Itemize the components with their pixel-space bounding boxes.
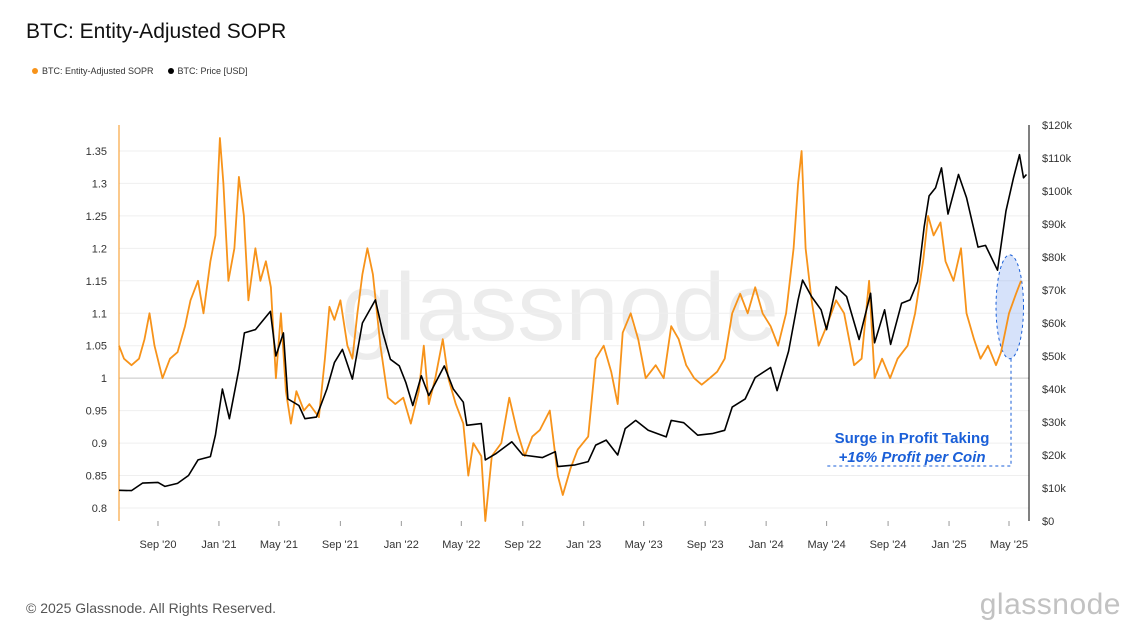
y-left-tick-label: 1.05	[86, 341, 107, 353]
chart-title: BTC: Entity-Adjusted SOPR	[26, 20, 287, 43]
x-tick-label: May '23	[625, 539, 663, 551]
x-tick-label: Sep '20	[139, 539, 176, 551]
legend-item-sopr[interactable]: BTC: Entity-Adjusted SOPR	[32, 66, 154, 76]
y-right-tick-label: $50k	[1042, 351, 1066, 363]
x-tick-label: Jan '21	[201, 539, 236, 551]
x-tick-label: Sep '24	[870, 539, 907, 551]
price-series-line	[118, 153, 1028, 492]
y-right-tick-label: $20k	[1042, 450, 1066, 462]
y-left-tick-label: 1.15	[86, 276, 107, 288]
y-right-tick-label: $110k	[1042, 153, 1072, 165]
x-tick-label: Sep '22	[504, 539, 541, 551]
annotation-title: Surge in Profit Taking	[835, 430, 990, 447]
y-left-tick-label: 1.2	[92, 243, 107, 255]
x-tick-label: May '21	[260, 539, 298, 551]
y-left-tick-label: 1.35	[86, 146, 107, 158]
x-tick-label: Sep '21	[322, 539, 359, 551]
y-right-tick-label: $120k	[1042, 120, 1072, 132]
y-left-tick-label: 1.3	[92, 178, 107, 190]
y-right-tick-label: $30k	[1042, 417, 1066, 429]
watermark-text: glassnode	[341, 254, 779, 361]
x-tick-label: Jan '25	[931, 539, 966, 551]
legend-swatch-price	[167, 68, 174, 74]
highlight-ellipse	[995, 254, 1025, 360]
x-tick-label: Jan '24	[749, 539, 784, 551]
y-left-tick-label: 0.85	[86, 471, 107, 483]
annotation-connector	[826, 358, 1012, 467]
y-right-tick-label: $90k	[1042, 219, 1066, 231]
legend-item-price[interactable]: BTC: Price [USD]	[167, 66, 248, 76]
y-right-tick-label: $40k	[1042, 384, 1066, 396]
y-right-tick-label: $0	[1042, 516, 1054, 528]
copyright-text: © 2025 Glassnode. All Rights Reserved.	[26, 600, 277, 616]
y-right-tick-label: $100k	[1042, 186, 1072, 198]
legend-swatch-sopr	[32, 68, 38, 74]
y-right-tick-label: $80k	[1042, 252, 1066, 264]
y-left-tick-label: 0.8	[92, 503, 107, 515]
x-tick-label: Jan '22	[384, 539, 419, 551]
x-tick-label: Sep '23	[687, 539, 724, 551]
glassnode-logo: glassnode	[979, 588, 1121, 621]
y-left-tick-label: 0.9	[92, 438, 107, 450]
y-right-tick-label: $70k	[1042, 285, 1066, 297]
annotation-subtitle: +16% Profit per Coin	[838, 449, 985, 466]
x-tick-label: May '24	[808, 539, 846, 551]
x-tick-label: May '22	[442, 539, 480, 551]
legend-label-price: BTC: Price [USD]	[177, 66, 248, 76]
x-tick-label: Jan '23	[566, 539, 601, 551]
y-left-tick-label: 1	[101, 373, 107, 385]
chart-legend: BTC: Entity-Adjusted SOPR BTC: Price [US…	[32, 66, 248, 76]
y-right-tick-label: $10k	[1042, 483, 1066, 495]
y-left-tick-label: 1.1	[92, 308, 107, 320]
legend-label-sopr: BTC: Entity-Adjusted SOPR	[42, 66, 154, 76]
x-tick-label: May '25	[990, 539, 1028, 551]
y-left-tick-label: 1.25	[86, 211, 107, 223]
y-right-tick-label: $60k	[1042, 318, 1066, 330]
y-left-tick-label: 0.95	[86, 406, 107, 418]
